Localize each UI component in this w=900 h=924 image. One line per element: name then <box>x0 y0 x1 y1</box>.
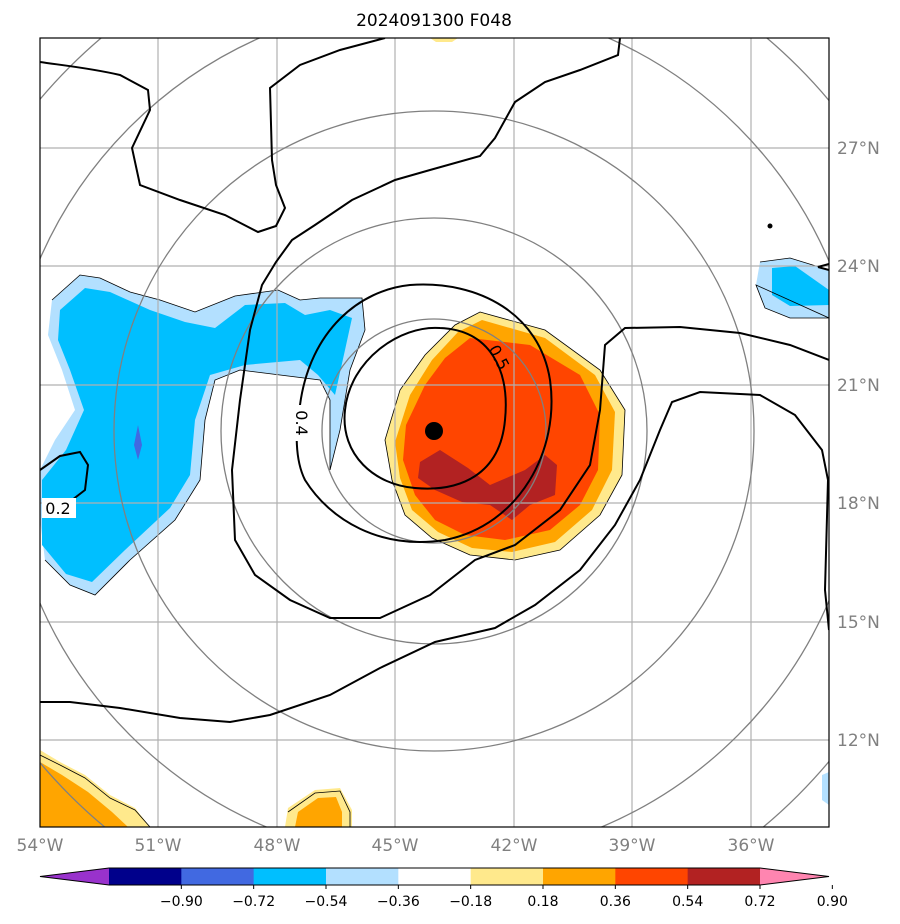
east-negative-inner <box>772 266 829 306</box>
colorbar-segment <box>687 868 761 885</box>
colorbar-tick-label: −0.72 <box>232 894 275 910</box>
colorbar-segment <box>109 868 182 885</box>
colorbar-segment <box>543 868 616 885</box>
colorbar-segment <box>398 868 472 885</box>
colorbar-segment <box>181 868 255 885</box>
lon-tick: 42°W <box>491 836 538 856</box>
lon-tick: 45°W <box>372 836 419 856</box>
field-fill <box>40 38 829 827</box>
south-positive-orange <box>295 797 342 827</box>
colorbar-tick-label: 0.36 <box>600 894 631 910</box>
lat-tick: 24°N <box>837 257 880 277</box>
contour-label-0.2: 0.2 <box>45 499 70 518</box>
lon-tick: 36°W <box>728 836 775 856</box>
chart-title: 2024091300 F048 <box>356 11 512 31</box>
sw-positive-orange <box>40 762 128 827</box>
grid-lines <box>40 38 829 827</box>
contour-labels: 0.2 0.4 0.5 <box>42 342 513 518</box>
lon-tick: 54°W <box>17 836 64 856</box>
lat-tick: 27°N <box>837 139 880 159</box>
fill-outline-contours <box>40 257 829 827</box>
storm-center-marker <box>425 422 443 440</box>
lat-tick: 15°N <box>837 613 880 633</box>
negative-anomaly-inner <box>42 288 352 582</box>
map-frame <box>39 37 830 828</box>
colorbar-segment <box>615 868 689 885</box>
lon-tick: 48°W <box>254 836 301 856</box>
lat-tick: 12°N <box>837 731 880 751</box>
colorbar-segment <box>470 868 544 885</box>
colorbar-tick-label: −0.36 <box>377 894 420 910</box>
colorbar-outline <box>39 867 830 886</box>
thick-contours <box>40 38 829 724</box>
colorbar-tick-label: 0.90 <box>817 894 848 910</box>
lon-tick-labels: 54°W 51°W 48°W 45°W 42°W 39°W 36°W <box>17 836 775 856</box>
lat-tick: 18°N <box>837 494 880 514</box>
negative-anomaly-core <box>134 425 142 460</box>
colorbar-extend-right <box>760 868 829 885</box>
lon-tick: 51°W <box>135 836 182 856</box>
lon-tick: 39°W <box>609 836 656 856</box>
colorbar-tick-label: 0.18 <box>527 894 558 910</box>
contour-label-0.4: 0.4 <box>292 410 311 435</box>
colorbar-tick-label: −0.90 <box>160 894 203 910</box>
colorbar-tick-label: 0.54 <box>672 894 703 910</box>
colorbar-tick-label: −0.18 <box>449 894 492 910</box>
colorbar-extend-left <box>40 868 109 885</box>
colorbar-tick-label: 0.72 <box>744 894 775 910</box>
lat-tick-labels: 12°N 15°N 18°N 21°N 24°N 27°N <box>837 139 880 751</box>
colorbar: −0.90 −0.72 −0.54 −0.36 −0.18 0.18 0.36 0.54 0.7… <box>39 867 848 910</box>
colorbar-segment <box>326 868 399 885</box>
colorbar-segment <box>253 868 327 885</box>
colorbar-tick-label: −0.54 <box>305 894 348 910</box>
lat-tick: 21°N <box>837 376 880 396</box>
